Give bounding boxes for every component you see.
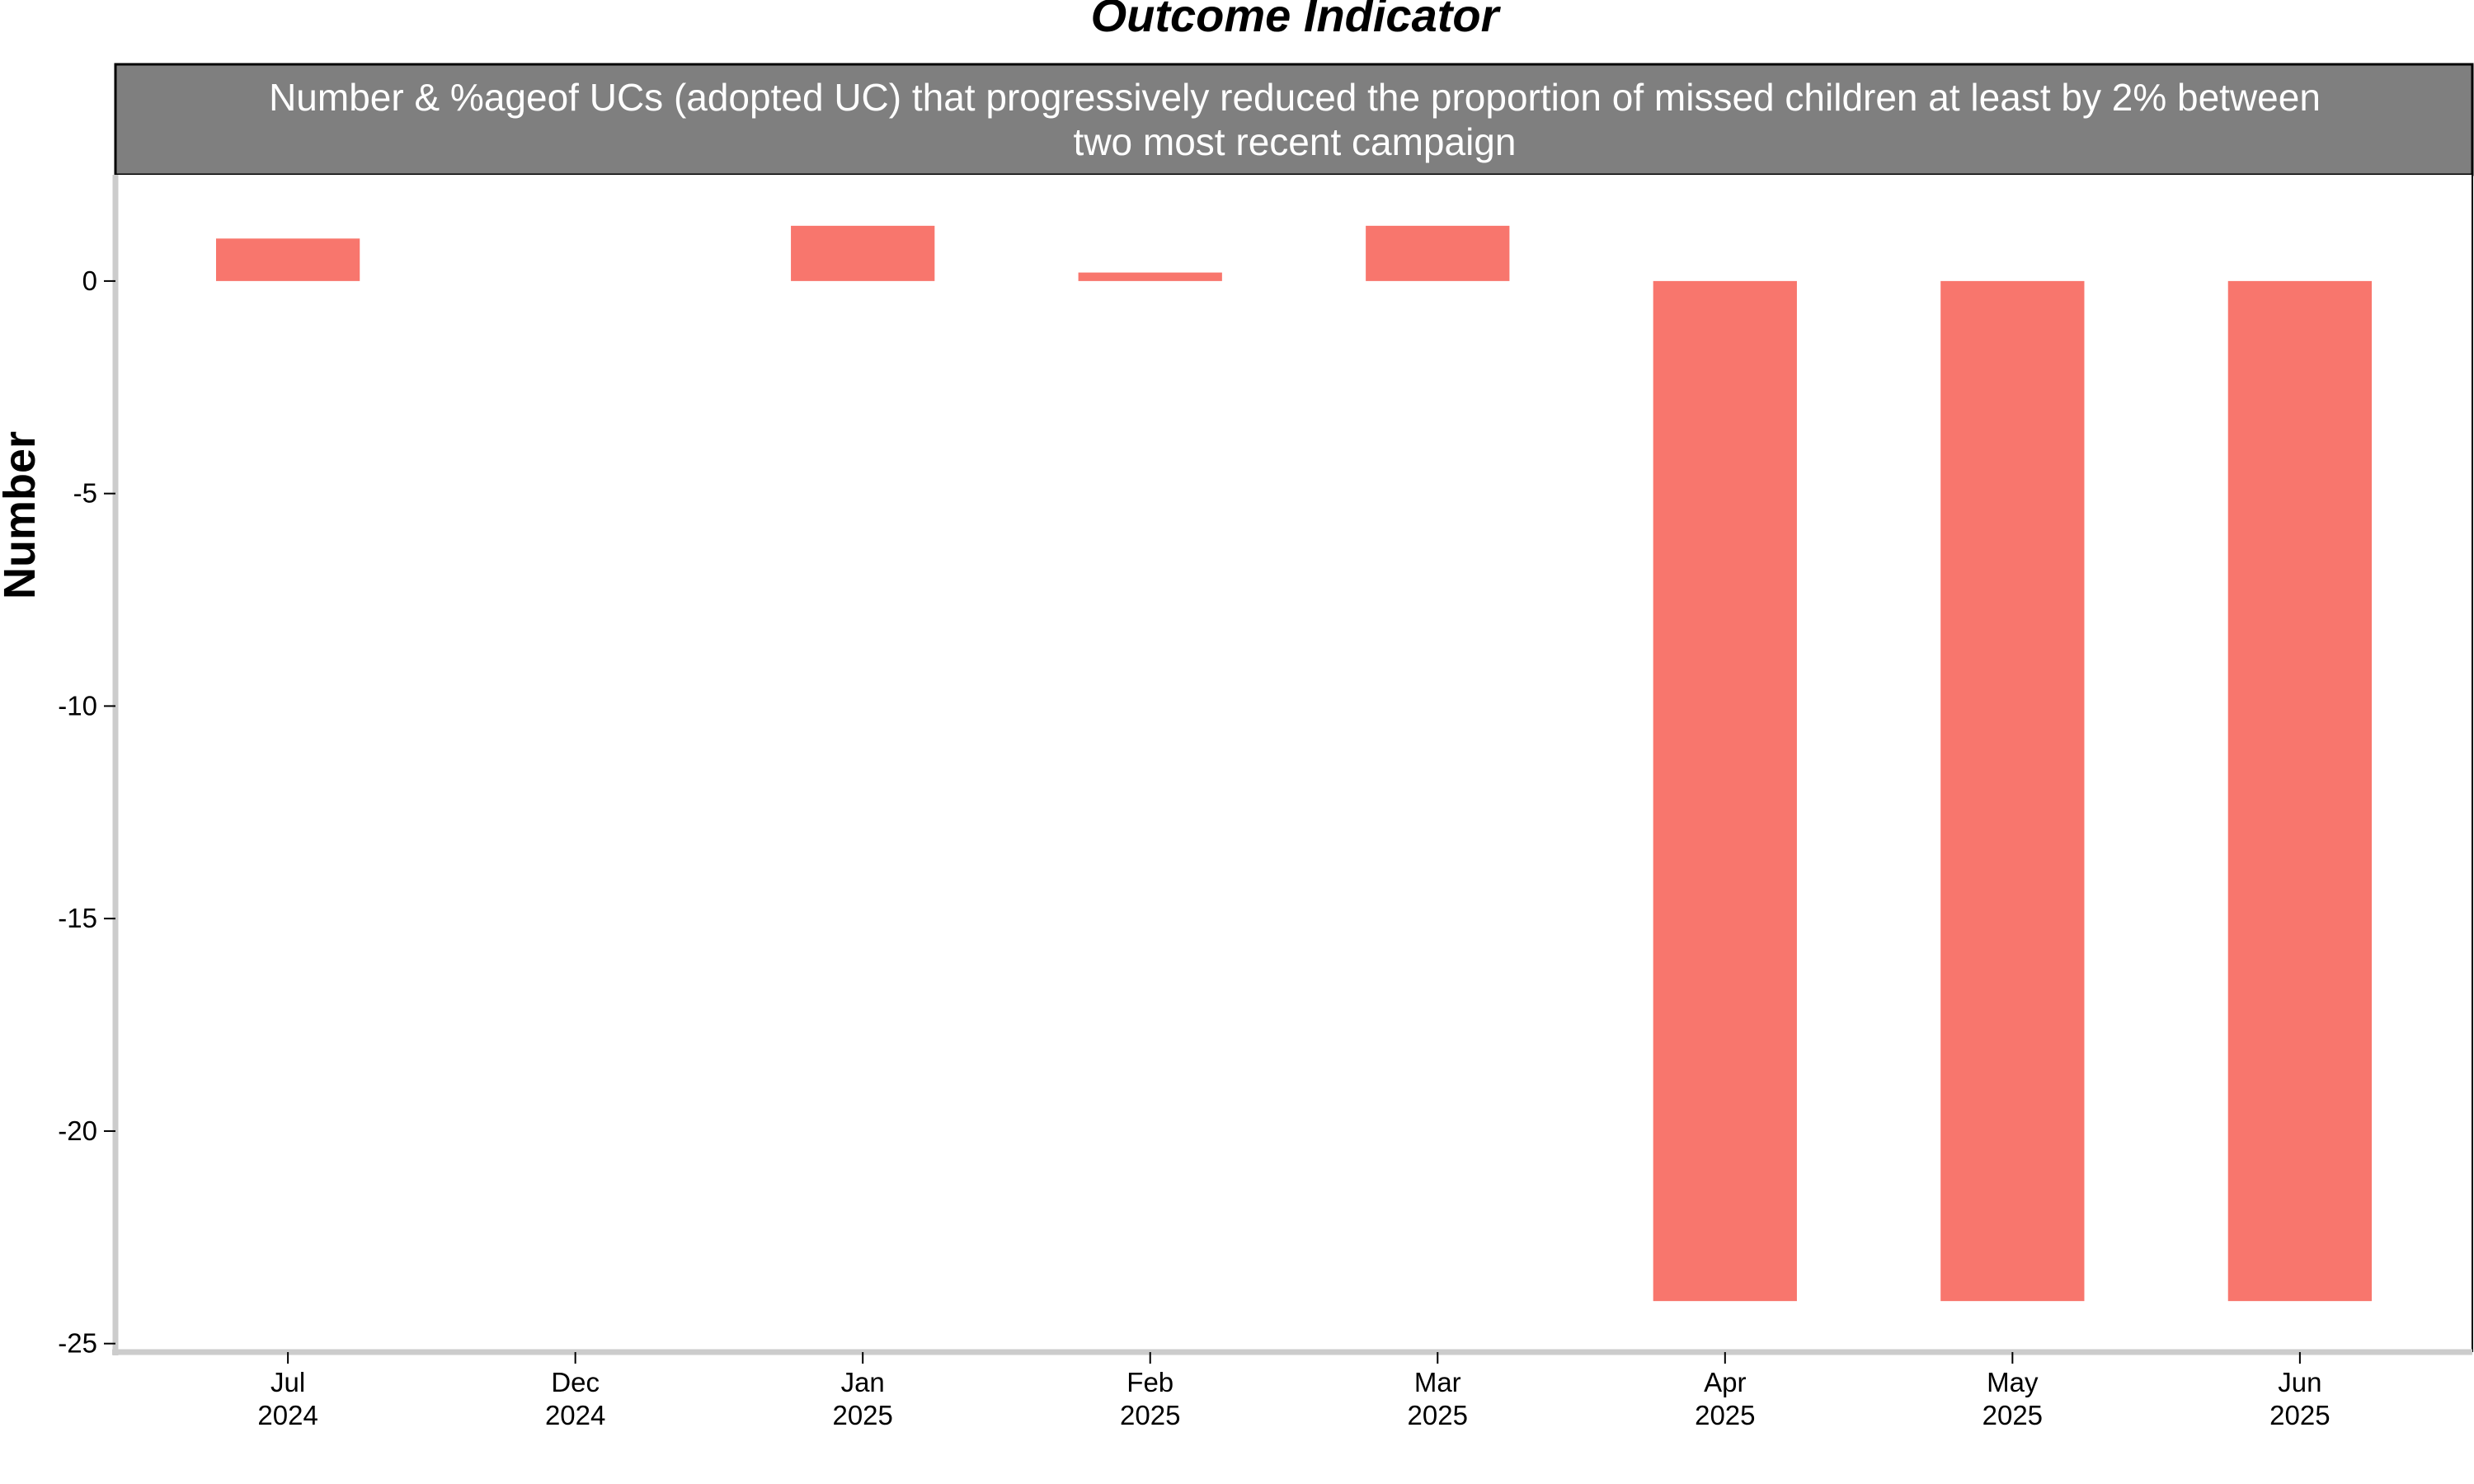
x-tick-label-month: Jan (841, 1367, 885, 1397)
x-tick-label-month: Feb (1126, 1367, 1174, 1397)
x-tick-label-year: 2025 (1982, 1400, 2043, 1430)
facet-strip-line-2: two most recent campaign (1074, 120, 1517, 163)
x-axis: Jul2024Dec2024Jan2025Feb2025Mar2025Apr20… (112, 1349, 2472, 1430)
bar-jul-2024 (215, 238, 360, 281)
y-tick-label: 0 (82, 265, 97, 296)
y-tick-label: -15 (58, 903, 97, 933)
x-tick-label-month: Mar (1414, 1367, 1461, 1397)
facet-strip-background (114, 63, 2474, 176)
x-tick-label-year: 2025 (2269, 1400, 2330, 1430)
x-tick-label-year: 2025 (832, 1400, 892, 1430)
x-tick-label-month: Jul (270, 1367, 305, 1397)
y-tick-label: -10 (58, 690, 97, 721)
bar-feb-2025 (1078, 272, 1222, 281)
y-axis: 0 -5 -10 -15 -20 -25 (58, 175, 119, 1359)
bars (215, 225, 2373, 1302)
x-tick-label-month: Apr (1704, 1367, 1746, 1397)
x-tick-label-month: Jun (2278, 1367, 2321, 1397)
x-tick-label-month: Dec (551, 1367, 600, 1397)
x-tick-label-year: 2025 (1695, 1400, 1755, 1430)
bar-may-2025 (1940, 280, 2085, 1302)
panel-background (115, 175, 2472, 1352)
chart-title: Outcome Indicator (1091, 0, 1502, 41)
bar-mar-2025 (1366, 225, 1510, 281)
x-tick-label-year: 2024 (545, 1400, 605, 1430)
x-tick-label-month: May (1987, 1367, 2039, 1397)
bar-apr-2025 (1653, 280, 1797, 1302)
y-tick-label: -25 (58, 1328, 97, 1359)
bar-jan-2025 (791, 225, 935, 281)
x-tick-label-year: 2025 (1120, 1400, 1180, 1430)
y-tick-label: -5 (73, 478, 97, 509)
y-tick-label: -20 (58, 1115, 97, 1146)
facet-strip: Number & %ageof UCs (adopted UC) that pr… (114, 63, 2474, 176)
plot-panel (115, 175, 2473, 1352)
bar-jun-2025 (2227, 280, 2373, 1302)
x-tick-label-year: 2024 (257, 1400, 317, 1430)
facet-strip-line-1: Number & %ageof UCs (adopted UC) that pr… (269, 76, 2321, 119)
y-axis-label: Number (0, 431, 45, 599)
x-tick-label-year: 2025 (1408, 1400, 1468, 1430)
